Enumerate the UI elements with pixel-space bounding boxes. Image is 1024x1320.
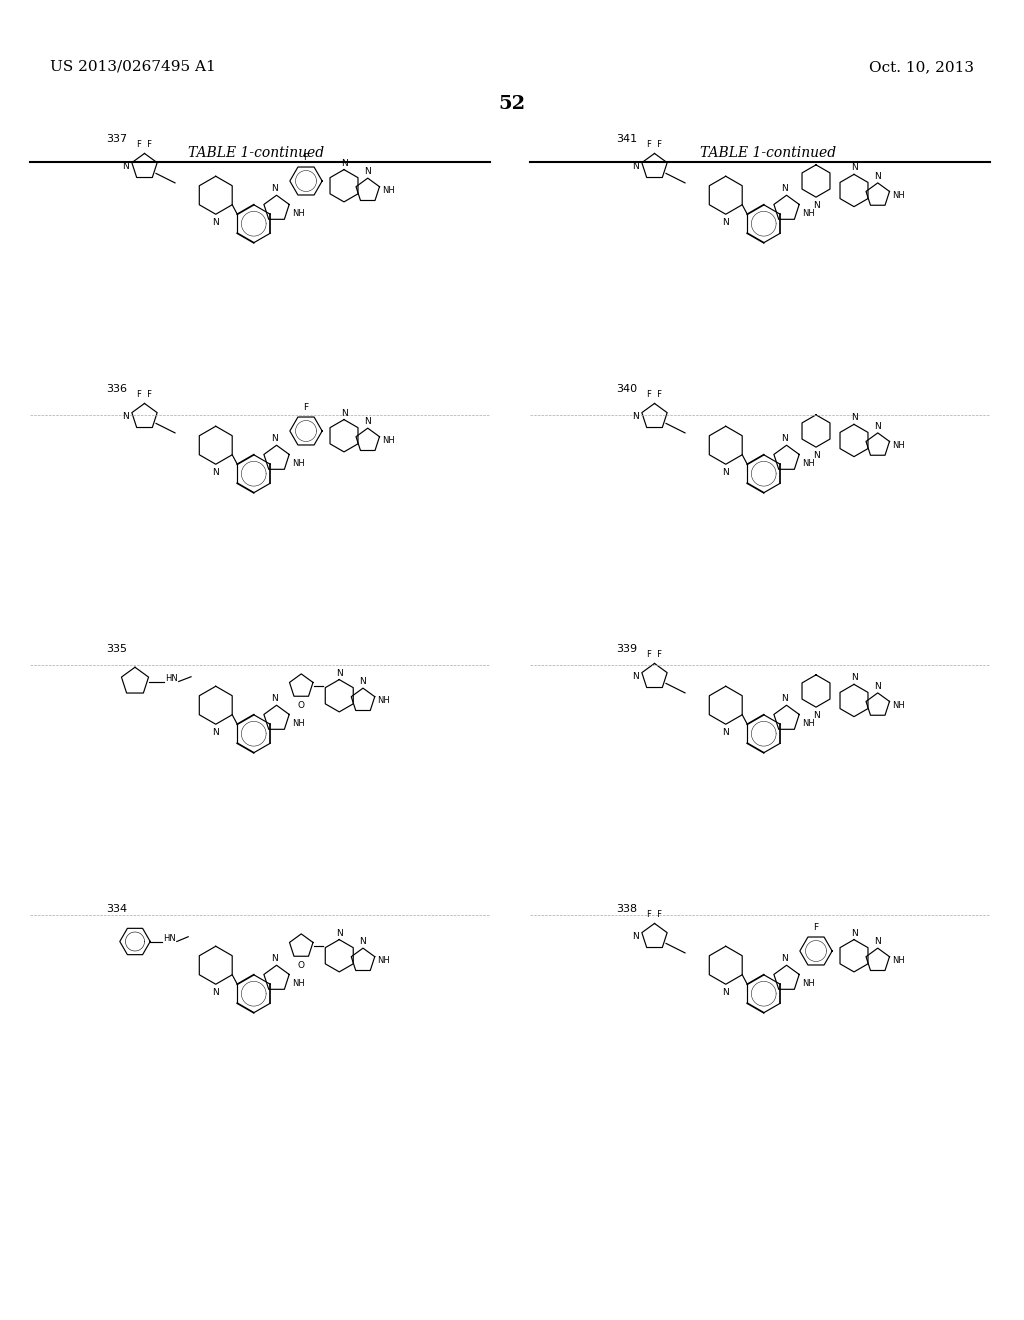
Text: NH: NH bbox=[292, 209, 304, 218]
Text: NH: NH bbox=[892, 956, 905, 965]
Text: N: N bbox=[722, 989, 729, 997]
Text: 340: 340 bbox=[616, 384, 638, 393]
Text: N: N bbox=[365, 417, 371, 426]
Text: N: N bbox=[633, 162, 639, 172]
Text: 52: 52 bbox=[499, 95, 525, 114]
Text: N: N bbox=[851, 673, 857, 682]
Text: N: N bbox=[633, 672, 639, 681]
Text: NH: NH bbox=[802, 719, 814, 727]
Text: NH: NH bbox=[802, 459, 814, 467]
Text: NH: NH bbox=[892, 441, 905, 450]
Text: 338: 338 bbox=[616, 903, 638, 913]
Text: NH: NH bbox=[377, 696, 390, 705]
Text: N: N bbox=[781, 185, 788, 193]
Text: N: N bbox=[813, 201, 819, 210]
Text: F: F bbox=[813, 923, 818, 932]
Text: TABLE 1-continued: TABLE 1-continued bbox=[188, 147, 324, 160]
Text: Oct. 10, 2013: Oct. 10, 2013 bbox=[869, 59, 974, 74]
Text: F: F bbox=[303, 403, 308, 412]
Text: F  F: F F bbox=[137, 389, 152, 399]
Text: N: N bbox=[271, 185, 279, 193]
Text: 341: 341 bbox=[616, 133, 638, 144]
Text: NH: NH bbox=[892, 701, 905, 710]
Text: HN: HN bbox=[164, 935, 176, 944]
Text: NH: NH bbox=[292, 979, 304, 987]
Text: N: N bbox=[359, 677, 367, 686]
Text: NH: NH bbox=[377, 956, 390, 965]
Text: N: N bbox=[633, 932, 639, 941]
Text: N: N bbox=[341, 409, 347, 417]
Text: N: N bbox=[212, 729, 219, 737]
Text: N: N bbox=[722, 469, 729, 477]
Text: N: N bbox=[813, 711, 819, 719]
Text: N: N bbox=[722, 729, 729, 737]
Text: F  F: F F bbox=[647, 140, 662, 149]
Text: N: N bbox=[212, 469, 219, 477]
Text: HN: HN bbox=[166, 675, 178, 684]
Text: N: N bbox=[781, 954, 788, 964]
Text: 337: 337 bbox=[106, 133, 128, 144]
Text: N: N bbox=[722, 218, 729, 227]
Text: F  F: F F bbox=[137, 140, 152, 149]
Text: F: F bbox=[303, 153, 308, 162]
Text: US 2013/0267495 A1: US 2013/0267495 A1 bbox=[50, 59, 216, 74]
Text: NH: NH bbox=[292, 719, 304, 727]
Text: N: N bbox=[271, 954, 279, 964]
Text: NH: NH bbox=[892, 191, 905, 199]
Text: N: N bbox=[874, 937, 881, 946]
Text: F  F: F F bbox=[647, 649, 662, 659]
Text: N: N bbox=[212, 218, 219, 227]
Text: N: N bbox=[212, 989, 219, 997]
Text: N: N bbox=[813, 451, 819, 459]
Text: N: N bbox=[633, 412, 639, 421]
Text: F  F: F F bbox=[647, 909, 662, 919]
Text: N: N bbox=[781, 434, 788, 444]
Text: F  F: F F bbox=[647, 389, 662, 399]
Text: N: N bbox=[781, 694, 788, 704]
Text: O: O bbox=[298, 701, 305, 710]
Text: N: N bbox=[271, 694, 279, 704]
Text: N: N bbox=[336, 929, 343, 937]
Text: NH: NH bbox=[382, 436, 394, 445]
Text: O: O bbox=[298, 961, 305, 970]
Text: NH: NH bbox=[802, 979, 814, 987]
Text: 339: 339 bbox=[616, 644, 638, 653]
Text: NH: NH bbox=[382, 186, 394, 195]
Text: N: N bbox=[359, 937, 367, 946]
Text: N: N bbox=[341, 158, 347, 168]
Text: N: N bbox=[851, 413, 857, 422]
Text: N: N bbox=[874, 172, 881, 181]
Text: NH: NH bbox=[292, 459, 304, 467]
Text: N: N bbox=[336, 669, 343, 677]
Text: N: N bbox=[851, 929, 857, 937]
Text: N: N bbox=[874, 422, 881, 432]
Text: N: N bbox=[365, 168, 371, 177]
Text: 334: 334 bbox=[106, 903, 128, 913]
Text: NH: NH bbox=[802, 209, 814, 218]
Text: N: N bbox=[123, 162, 129, 172]
Text: N: N bbox=[271, 434, 279, 444]
Text: N: N bbox=[874, 682, 881, 690]
Text: 335: 335 bbox=[106, 644, 128, 653]
Text: 336: 336 bbox=[106, 384, 128, 393]
Text: N: N bbox=[851, 164, 857, 173]
Text: TABLE 1-continued: TABLE 1-continued bbox=[700, 147, 836, 160]
Text: N: N bbox=[123, 412, 129, 421]
